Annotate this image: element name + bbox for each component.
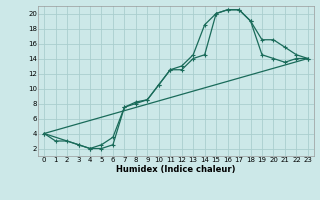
X-axis label: Humidex (Indice chaleur): Humidex (Indice chaleur) (116, 165, 236, 174)
